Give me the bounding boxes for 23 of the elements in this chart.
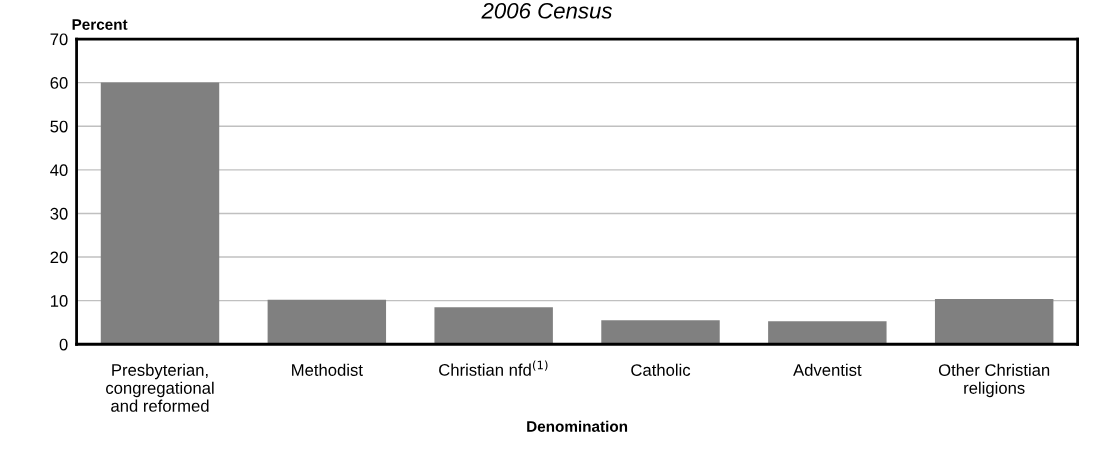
y-tick-label: 40	[50, 164, 68, 177]
x-axis-title: Denomination	[527, 420, 628, 432]
x-tick-label: Adventist	[793, 363, 862, 376]
y-tick-label: 0	[59, 338, 68, 351]
y-tick-label: 50	[50, 120, 68, 133]
y-tick-label: 60	[50, 77, 68, 89]
bar	[934, 298, 1054, 345]
bar	[768, 321, 887, 345]
bar	[601, 320, 720, 345]
bar	[434, 307, 553, 345]
x-tick-label: Presbyterian, congregational and reformed	[106, 363, 214, 412]
bar	[267, 299, 387, 345]
x-tick-label: Christian nfd$^{(1)}$	[439, 360, 548, 376]
y-tick-label: 70	[50, 33, 68, 46]
y-axis-title: Percent	[72, 19, 128, 30]
x-tick-label: Other Christian religions	[938, 363, 1050, 398]
y-tick-label: 30	[50, 207, 68, 220]
bar	[100, 82, 220, 345]
x-tick-label: Catholic	[631, 363, 691, 376]
chart-title: 2006 Census	[481, 2, 613, 19]
x-tick-label: Methodist	[292, 363, 363, 376]
y-tick-label: 10	[50, 295, 68, 307]
y-tick-label: 20	[50, 251, 68, 264]
